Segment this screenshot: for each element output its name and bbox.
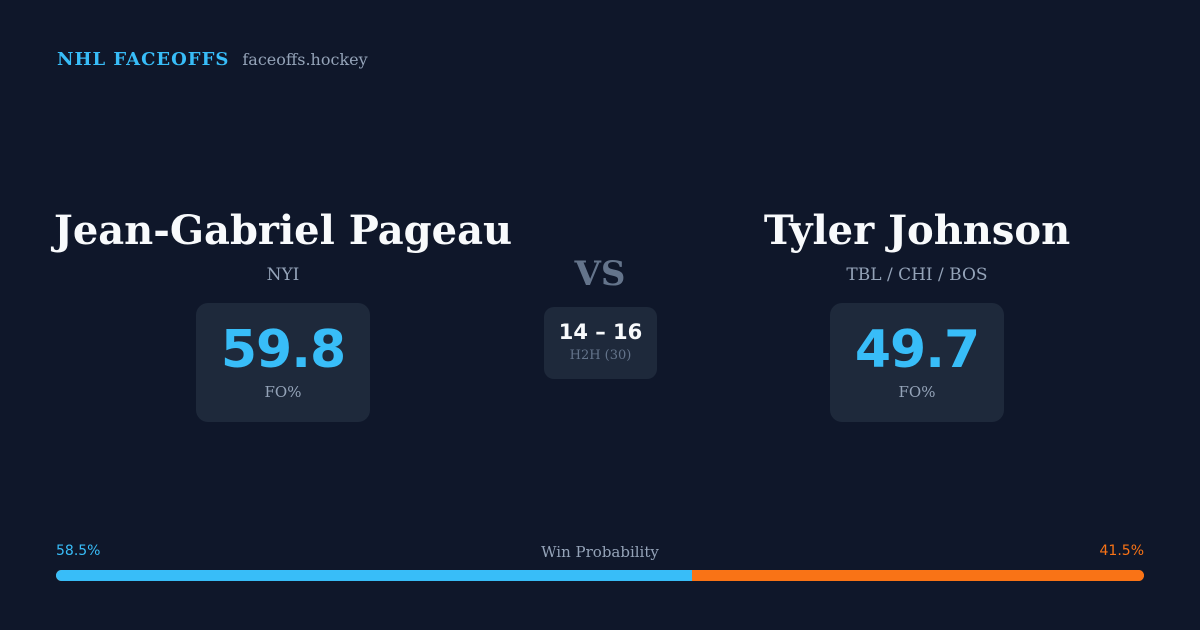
win-probability-labels: 58.5% Win Probability 41.5% bbox=[56, 543, 1144, 563]
player-left-team: NYI bbox=[266, 265, 300, 285]
win-probability-fill-right bbox=[692, 570, 1144, 581]
player-right-fo-value: 49.7 bbox=[854, 320, 980, 380]
win-probability-left: 58.5% bbox=[56, 543, 101, 559]
player-right: Tyler Johnson TBL / CHI / BOS 49.7 FO% bbox=[667, 205, 1167, 422]
win-probability-right: 41.5% bbox=[1099, 543, 1144, 559]
h2h-card: 14 – 16 H2H (30) bbox=[544, 307, 657, 379]
player-left-fo-value: 59.8 bbox=[220, 320, 346, 380]
brand-header: NHL FACEOFFS faceoffs.hockey bbox=[57, 49, 368, 70]
brand-name: NHL FACEOFFS bbox=[57, 49, 230, 70]
player-right-fo-label: FO% bbox=[898, 383, 936, 401]
player-left-fo-label: FO% bbox=[264, 383, 302, 401]
h2h-label: H2H (30) bbox=[569, 348, 632, 363]
player-left: Jean-Gabriel Pageau NYI 59.8 FO% bbox=[33, 205, 533, 422]
player-left-name: Jean-Gabriel Pageau bbox=[53, 207, 513, 254]
h2h-score: 14 – 16 bbox=[558, 320, 643, 344]
win-probability-fill-left bbox=[56, 570, 693, 581]
win-probability-title: Win Probability bbox=[541, 543, 659, 561]
player-left-stat-card: 59.8 FO% bbox=[196, 303, 370, 422]
vs-label: VS bbox=[574, 254, 626, 294]
win-probability-bar bbox=[56, 570, 1144, 581]
brand-url: faceoffs.hockey bbox=[242, 50, 368, 69]
player-right-team: TBL / CHI / BOS bbox=[846, 265, 988, 285]
player-right-name: Tyler Johnson bbox=[763, 207, 1071, 254]
player-right-stat-card: 49.7 FO% bbox=[830, 303, 1004, 422]
